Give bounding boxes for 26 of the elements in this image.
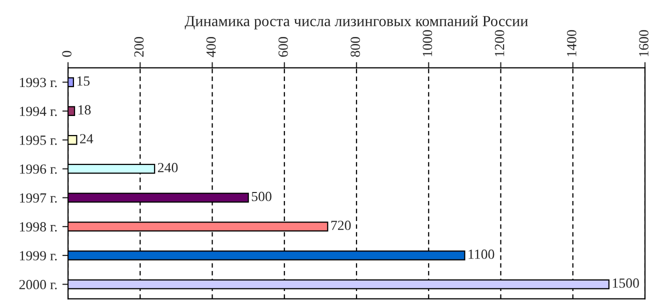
data-label: 720 (331, 220, 351, 230)
chart-title: Динамика роста числа лизинговых компаний России (184, 16, 528, 30)
x-tick-label: 0 (62, 50, 72, 57)
x-tick-label: 800 (350, 37, 360, 57)
x-tick-label: 600 (278, 37, 288, 57)
x-tick-label: 1600 (639, 30, 648, 56)
x-tick-label: 1000 (422, 30, 432, 56)
x-tick-label: 1200 (494, 30, 504, 56)
x-tick-label: 200 (134, 37, 144, 57)
y-tick-label: 2000 г. (19, 280, 57, 290)
x-tick-label: 400 (206, 37, 216, 58)
data-label: 15 (77, 76, 90, 86)
data-label: 500 (252, 192, 272, 202)
data-label: 1500 (612, 278, 639, 288)
x-tick-label: 1400 (566, 30, 576, 56)
y-tick-label: 1999 г. (20, 251, 57, 260)
data-label: 24 (80, 134, 94, 144)
y-tick-label: 1998 г. (20, 222, 57, 232)
y-tick-label: 1995 г. (20, 136, 57, 145)
data-label: 18 (78, 105, 91, 115)
data-label: 240 (158, 162, 178, 172)
y-tick-label: 1994 г. (20, 106, 57, 116)
y-tick-label: 1993 г. (20, 78, 57, 88)
y-tick-label: 1996 г. (20, 164, 57, 174)
y-tick-label: 1997 г. (20, 193, 57, 203)
data-label: 1100 (468, 250, 494, 259)
